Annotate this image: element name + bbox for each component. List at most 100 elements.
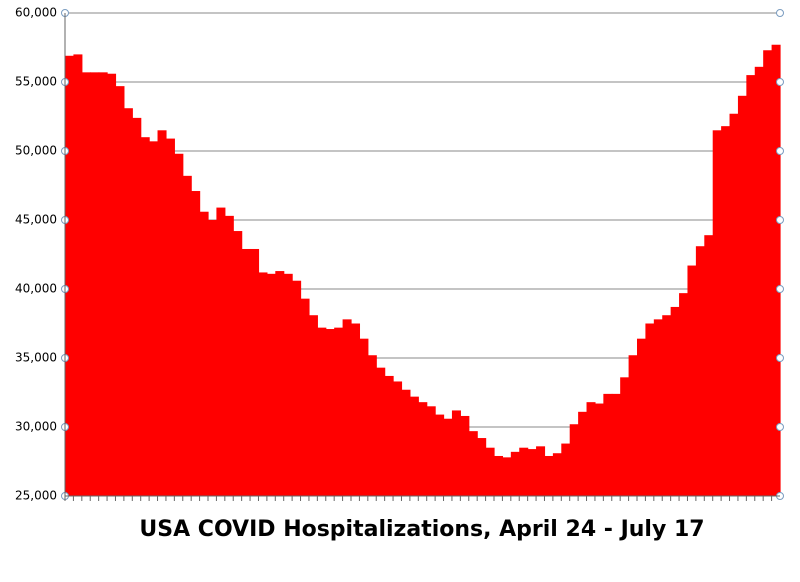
bar (468, 431, 478, 496)
bar (737, 95, 747, 497)
bar (65, 55, 75, 496)
bar (384, 375, 394, 496)
bar (98, 72, 108, 496)
bar (645, 323, 655, 496)
bar (670, 306, 680, 496)
bar (704, 235, 714, 496)
bar (376, 367, 386, 496)
bar (443, 418, 453, 496)
bar (317, 327, 327, 496)
bar (107, 73, 117, 496)
bar (208, 220, 218, 496)
y-tick-label: 35,000 (15, 351, 57, 365)
bar (199, 211, 209, 496)
axis-marker (776, 9, 784, 17)
bar (494, 455, 504, 496)
bar (460, 415, 470, 496)
bar (435, 414, 445, 496)
y-tick-label: 50,000 (15, 144, 57, 158)
bar (393, 381, 403, 496)
bar (418, 402, 428, 496)
bar (611, 393, 621, 496)
bar (216, 207, 226, 496)
bar (679, 293, 689, 496)
bar (401, 389, 411, 496)
y-tick-label: 25,000 (15, 489, 57, 503)
bar (729, 113, 739, 497)
bar (594, 403, 604, 496)
bar (712, 130, 722, 497)
bar (115, 86, 125, 496)
bar (536, 446, 546, 496)
bar (771, 44, 781, 497)
bar (695, 246, 705, 496)
bar (351, 323, 361, 496)
bar (81, 72, 91, 496)
bar (561, 443, 571, 496)
bar (224, 215, 234, 497)
axis-marker (776, 78, 784, 86)
bar (569, 424, 579, 496)
bar (165, 138, 175, 496)
bar (334, 327, 344, 496)
bar (149, 141, 159, 496)
bar (586, 402, 596, 496)
axis-marker (776, 423, 784, 431)
bar (603, 393, 613, 496)
bar (510, 451, 520, 496)
bars-layer (65, 44, 781, 497)
chart-title: USA COVID Hospitalizations, April 24 - J… (139, 517, 704, 542)
bar (275, 271, 285, 496)
bar (182, 175, 192, 496)
bar (241, 248, 251, 496)
bar (426, 406, 436, 496)
bar (519, 447, 529, 496)
bar (233, 231, 243, 497)
bar (73, 54, 83, 497)
bar (746, 75, 756, 496)
bar (502, 457, 512, 496)
axis-marker (776, 216, 784, 224)
bar (477, 438, 487, 496)
bar (662, 315, 672, 496)
bar (308, 315, 318, 496)
bar (191, 191, 201, 496)
bar (292, 280, 302, 496)
bar (342, 319, 352, 496)
bar (754, 66, 764, 496)
labels-layer: 25,000 30,000 35,000 40,000 45,000 50,000 55,0… (15, 6, 57, 503)
bar (300, 298, 310, 496)
bar (157, 130, 167, 497)
bar (527, 449, 537, 496)
axis-marker (776, 285, 784, 293)
bar (132, 117, 142, 496)
y-tick-label: 60,000 (15, 6, 57, 20)
bar (367, 355, 377, 496)
bar (359, 338, 369, 496)
bar (250, 248, 260, 496)
axes-layer (61, 9, 784, 501)
bar (283, 273, 293, 496)
bar (485, 447, 495, 496)
bar (653, 319, 663, 496)
axis-marker (776, 147, 784, 155)
bar (544, 455, 554, 496)
bar (325, 329, 335, 496)
bar (258, 272, 268, 496)
bar (451, 410, 461, 496)
bar (687, 265, 697, 496)
bar (637, 338, 647, 496)
y-tick-label: 55,000 (15, 75, 57, 89)
axis-marker (776, 354, 784, 362)
bar (123, 108, 133, 496)
y-tick-label: 40,000 (15, 282, 57, 296)
bar (174, 153, 184, 496)
bar (620, 377, 630, 496)
bar (763, 50, 773, 496)
bar (721, 126, 731, 496)
bar (628, 355, 638, 496)
bar (409, 396, 419, 496)
bar (552, 453, 562, 496)
